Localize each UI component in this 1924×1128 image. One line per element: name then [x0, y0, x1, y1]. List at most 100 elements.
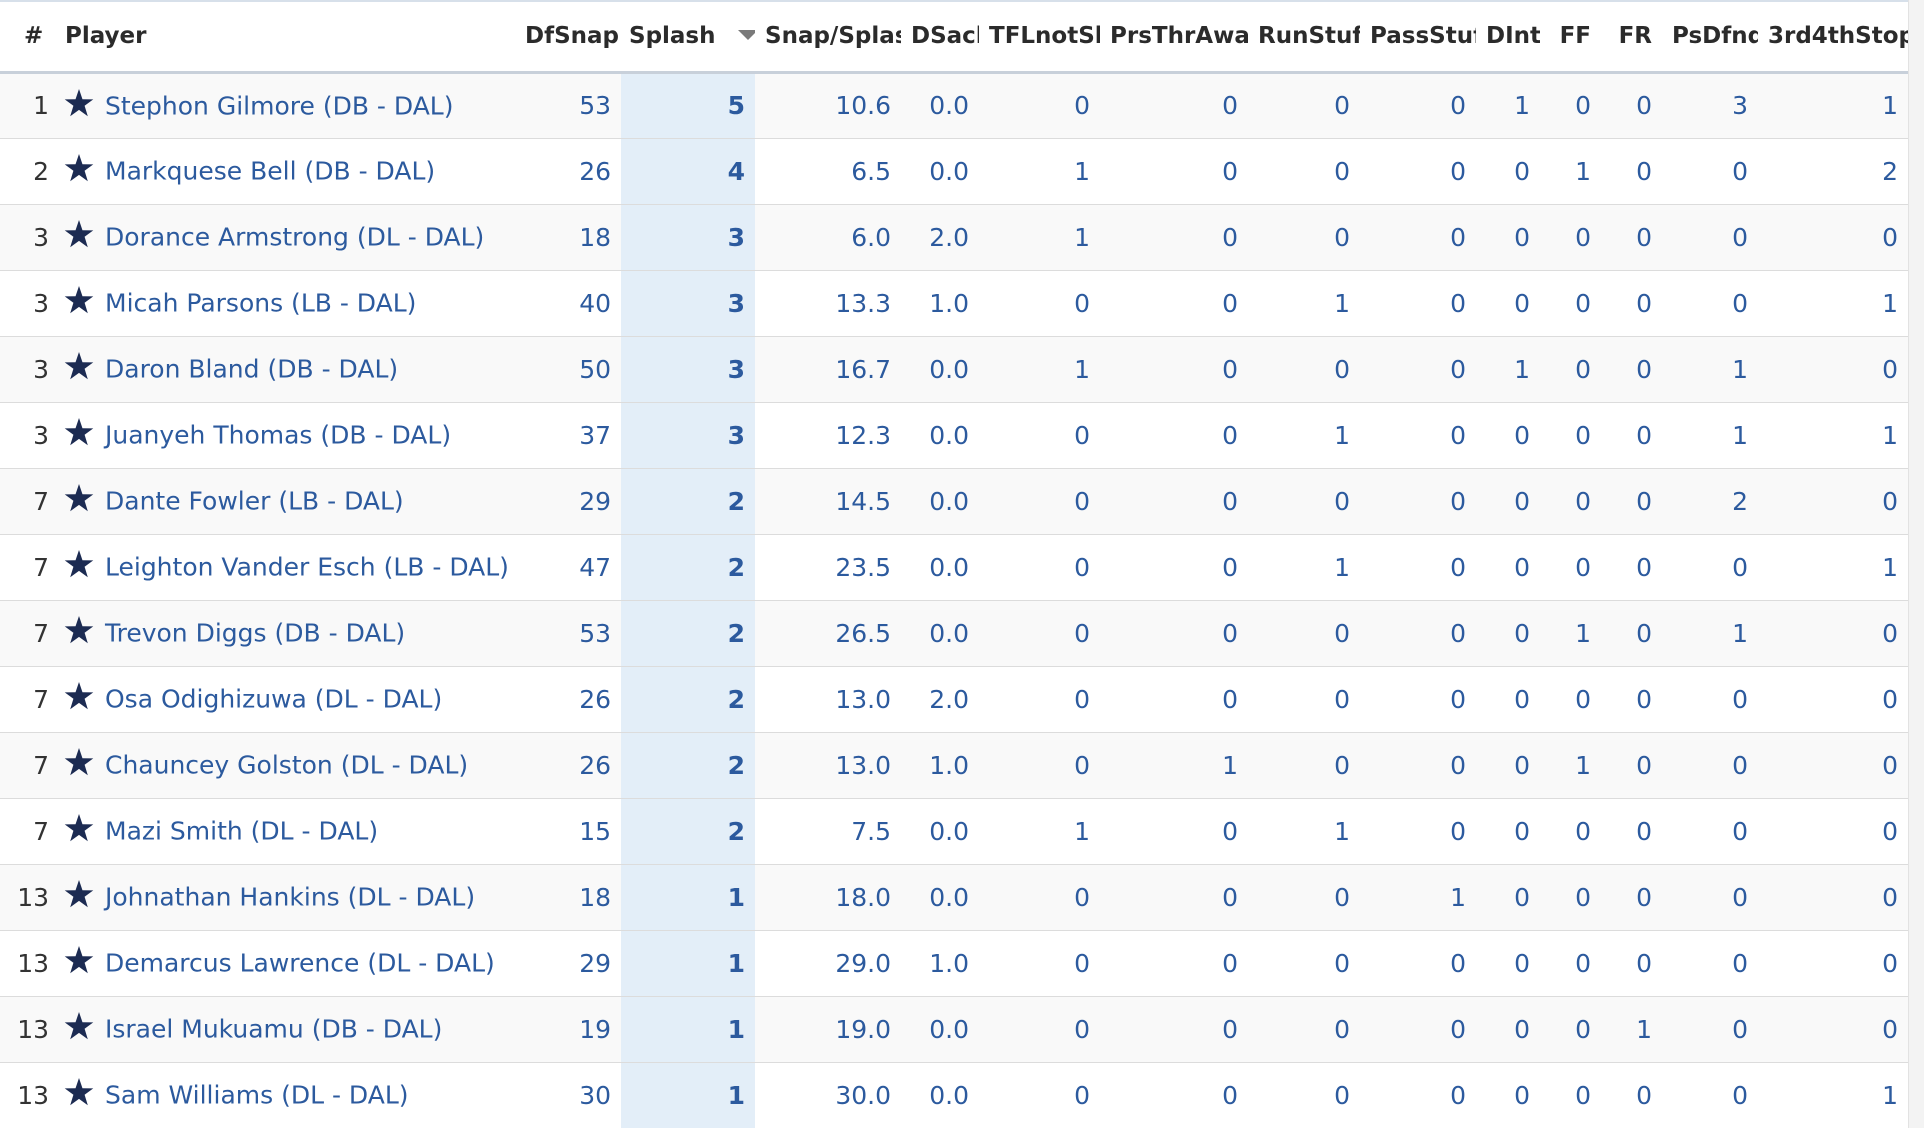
cell-runstuff: 1: [1334, 288, 1350, 318]
cell-splash: 3: [727, 288, 745, 318]
star-icon: [64, 814, 94, 842]
cell-rank: 2: [33, 156, 49, 186]
cell-fr: 0: [1601, 72, 1662, 138]
column-header-rank[interactable]: #: [0, 2, 57, 74]
player-link[interactable]: Mazi Smith (DL - DAL): [105, 816, 379, 846]
player-link[interactable]: Chauncey Golston (DL - DAL): [105, 750, 469, 780]
cell-prsthraway: 0: [1222, 288, 1238, 318]
cell-rank: 7: [0, 600, 57, 666]
cell-stop34: 0: [1882, 684, 1898, 714]
column-header-dint[interactable]: DInt: [1476, 2, 1540, 74]
player-cell: Trevon Diggs (DB - DAL): [57, 600, 515, 666]
cell-dsack: 2.0: [929, 684, 969, 714]
column-header-passstuff[interactable]: PassStuff: [1360, 2, 1476, 74]
cell-dsack: 0.0: [929, 1080, 969, 1110]
cell-prsthraway: 0: [1222, 552, 1238, 582]
column-header-runstuff[interactable]: RunStuff: [1248, 2, 1360, 74]
player-link[interactable]: Dorance Armstrong (DL - DAL): [105, 222, 485, 252]
column-header-stop34[interactable]: 3rd4thStop: [1758, 2, 1908, 74]
player-link[interactable]: Leighton Vander Esch (LB - DAL): [105, 552, 509, 582]
column-header-label: DfSnap: [525, 23, 620, 50]
cell-psdfnd: 0: [1732, 1080, 1748, 1110]
player-link[interactable]: Markquese Bell (DB - DAL): [105, 156, 436, 186]
cell-psdfnd: 0: [1732, 552, 1748, 582]
player-link[interactable]: Trevon Diggs (DB - DAL): [105, 618, 406, 648]
cell-snap-splash: 6.5: [851, 156, 891, 186]
cell-passstuff: 0: [1360, 336, 1476, 402]
player-link[interactable]: Stephon Gilmore (DB - DAL): [105, 91, 454, 120]
player-link[interactable]: Osa Odighizuwa (DL - DAL): [105, 684, 443, 714]
sorted-column-highlight: [621, 72, 755, 1128]
cell-prsthraway: 0: [1100, 996, 1248, 1062]
cell-psdfnd: 0: [1732, 816, 1748, 846]
cell-dfsnap: 26: [579, 156, 611, 186]
sort-caret-down-icon[interactable]: [737, 29, 755, 40]
column-header-player[interactable]: Player: [57, 2, 515, 74]
cell-dfsnap: 19: [515, 996, 621, 1062]
cell-psdfnd: 0: [1662, 732, 1758, 798]
cell-ff: 0: [1540, 204, 1601, 270]
table-row: 13 Sam Williams (DL - DAL) 30 1 30.0 0.0 0 0 0 0 0…: [0, 1062, 1908, 1128]
column-header-tflnotsk[interactable]: TFLnotSk: [979, 2, 1100, 74]
cell-dint: 0: [1514, 288, 1530, 318]
cell-stop34: 0: [1758, 732, 1908, 798]
cell-dsack: 0.0: [901, 336, 979, 402]
column-header-label: Player: [65, 23, 147, 50]
cell-rank: 3: [0, 204, 57, 270]
player-link[interactable]: Micah Parsons (LB - DAL): [105, 288, 417, 318]
player-link[interactable]: Daron Bland (DB - DAL): [105, 354, 399, 384]
player-link[interactable]: Juanyeh Thomas (DB - DAL): [105, 420, 452, 450]
table-row: 2 Markquese Bell (DB - DAL) 26 4 6.5 0.0 1 0 0 0 0…: [0, 138, 1908, 204]
column-header-label: TFLnotSk: [989, 23, 1100, 50]
cell-tflnotsk: 0: [1074, 1080, 1090, 1110]
column-header-label: FF: [1559, 23, 1591, 50]
column-header-psdfnd[interactable]: PsDfnd: [1662, 2, 1758, 74]
cell-fr: 0: [1601, 468, 1662, 534]
column-header-fr[interactable]: FR: [1601, 2, 1662, 74]
cell-dfsnap: 50: [515, 336, 621, 402]
cell-fr: 0: [1601, 864, 1662, 930]
column-header-snap-splash[interactable]: Snap/Splash: [755, 2, 901, 74]
cell-tflnotsk: 0: [979, 732, 1100, 798]
column-header-ff[interactable]: FF: [1540, 2, 1601, 74]
column-header-dfsnap[interactable]: DfSnap: [515, 2, 621, 74]
table-row: 3 Daron Bland (DB - DAL) 50 3 16.7 0.0 1 0 0 0 1 0 0…: [0, 336, 1908, 402]
star-icon: [64, 286, 94, 314]
cell-prsthraway: 0: [1222, 1080, 1238, 1110]
player-cell: Stephon Gilmore (DB - DAL): [57, 72, 515, 138]
star-icon: [64, 550, 94, 578]
cell-psdfnd: 3: [1662, 72, 1758, 138]
star-icon: [64, 748, 94, 776]
cell-splash: 2: [727, 816, 745, 846]
cell-tflnotsk: 1: [1074, 156, 1090, 186]
table-row: 13 Demarcus Lawrence (DL - DAL) 29 1 29.0 1.0…: [0, 930, 1908, 996]
cell-passstuff: 1: [1360, 864, 1476, 930]
star-icon: [64, 88, 94, 116]
cell-dint: 0: [1476, 864, 1540, 930]
star-icon: [64, 154, 94, 182]
cell-stop34: 0: [1758, 600, 1908, 666]
column-header-label: RunStuff: [1258, 23, 1360, 50]
player-link[interactable]: Demarcus Lawrence (DL - DAL): [105, 948, 495, 978]
cell-runstuff: 0: [1334, 948, 1350, 978]
column-header-splash[interactable]: Splash: [621, 2, 755, 74]
cell-snap-splash: 26.5: [755, 600, 901, 666]
cell-passstuff: 0: [1360, 204, 1476, 270]
cell-splash: 3: [727, 420, 745, 450]
player-link[interactable]: Sam Williams (DL - DAL): [105, 1080, 409, 1110]
player-link[interactable]: Israel Mukuamu (DB - DAL): [105, 1014, 443, 1044]
cell-dsack: 1.0: [929, 948, 969, 978]
player-link[interactable]: Johnathan Hankins (DL - DAL): [105, 882, 476, 912]
vertical-scrollbar[interactable]: [1908, 0, 1924, 1128]
cell-psdfnd: 1: [1732, 420, 1748, 450]
table-row: 3 Juanyeh Thomas (DB - DAL) 37 3 12.3 0.0 0 0 1 0…: [0, 402, 1908, 468]
cell-tflnotsk: 0: [979, 468, 1100, 534]
table-row: 7 Dante Fowler (LB - DAL) 29 2 14.5 0.0 0 0 0 0 0 0…: [0, 468, 1908, 534]
column-header-dsack[interactable]: DSack: [901, 2, 979, 74]
table-row: 3 Micah Parsons (LB - DAL) 40 3 13.3 1.0 0 0 1 0 0…: [0, 270, 1908, 336]
player-link[interactable]: Dante Fowler (LB - DAL): [105, 486, 404, 516]
player-cell: Dante Fowler (LB - DAL): [57, 468, 515, 534]
cell-tflnotsk: 0: [1074, 420, 1090, 450]
column-header-prsthraway[interactable]: PrsThrAway: [1100, 2, 1248, 74]
